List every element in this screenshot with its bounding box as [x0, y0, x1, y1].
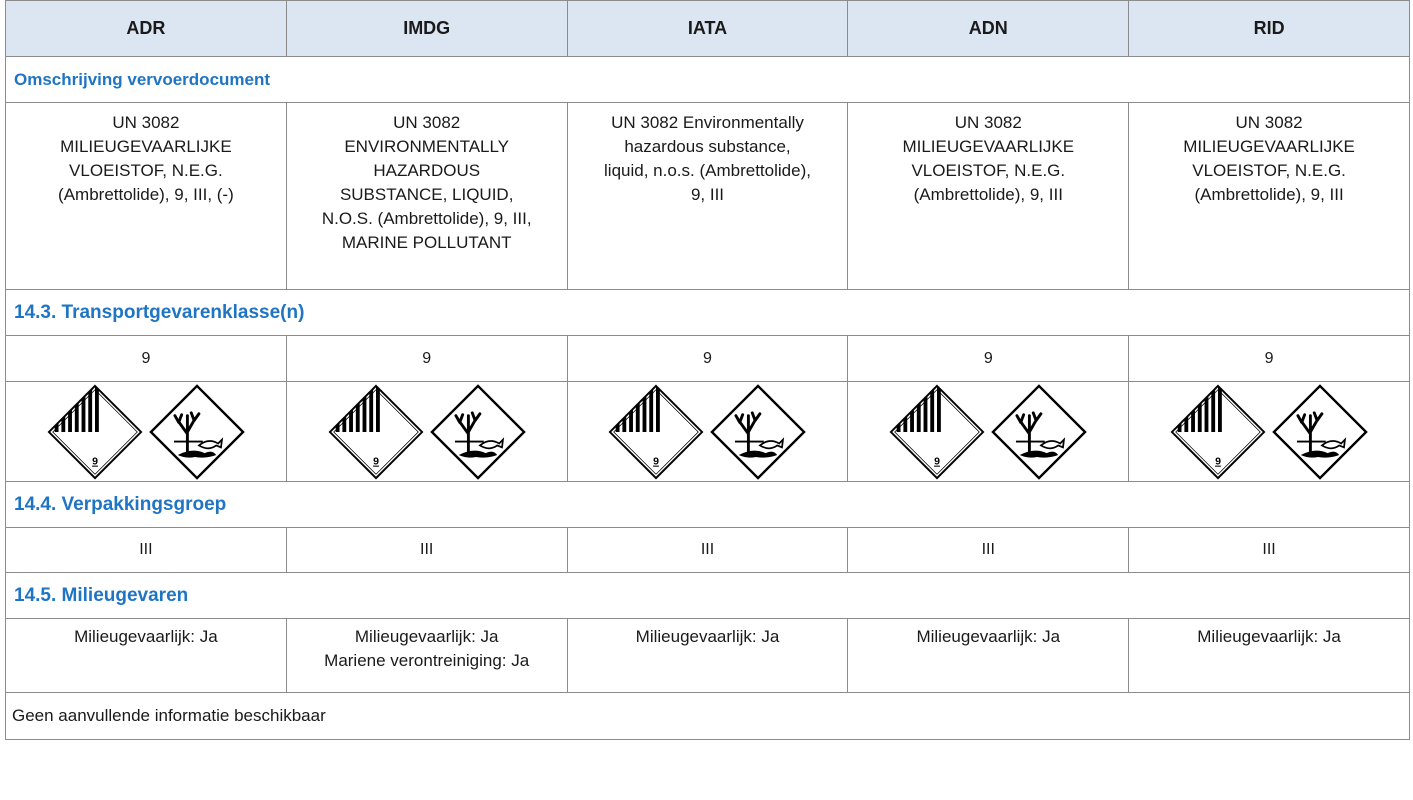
column-header-adr: ADR	[5, 0, 287, 57]
description-cell-iata: UN 3082 Environmentally hazardous substa…	[566, 102, 849, 290]
env-hazard-line: Milieugevaarlijk: Ja	[74, 627, 218, 646]
pictogram-cell-adr: 9	[5, 381, 287, 482]
class-9-miscellaneous-icon: 9	[1170, 384, 1266, 479]
footer-note: Geen aanvullende informatie beschikbaar	[5, 692, 1410, 740]
description-cell-adn: UN 3082 MILIEUGEVAARLIJKE VLOEISTOF, N.E…	[847, 102, 1130, 290]
class-cell-rid: 9	[1128, 335, 1410, 382]
description-line: VLOEISTOF, N.E.G.	[69, 161, 223, 180]
description-line: UN 3082	[112, 113, 180, 132]
description-cell-imdg: UN 3082 ENVIRONMENTALLY HAZARDOUS SUBSTA…	[285, 102, 568, 290]
description-line: N.O.S. (Ambrettolide), 9, III,	[321, 209, 532, 228]
description-line: liquid, n.o.s. (Ambrettolide),	[604, 161, 811, 180]
section-row-environment: 14.5. Milieugevaren	[5, 572, 1410, 619]
class-number-label: 9	[1215, 455, 1221, 467]
class-number-label: 9	[934, 455, 940, 467]
column-header-imdg: IMDG	[285, 0, 568, 57]
class-9-miscellaneous-icon: 9	[889, 384, 985, 479]
class-cell-iata: 9	[566, 335, 849, 382]
packing-group-row: III III III III III	[5, 527, 1410, 573]
description-cell-rid: UN 3082 MILIEUGEVAARLIJKE VLOEISTOF, N.E…	[1128, 102, 1410, 290]
env-hazard-cell-rid: Milieugevaarlijk: Ja	[1128, 618, 1410, 693]
description-line: ENVIRONMENTALLY	[344, 137, 510, 156]
footer-note-row: Geen aanvullende informatie beschikbaar	[5, 692, 1410, 740]
class-number-label: 9	[373, 455, 379, 467]
transport-info-table: ADR IMDG IATA ADN RID Omschrijving vervo…	[5, 0, 1410, 740]
class-row: 9 9 9 9 9	[5, 335, 1410, 382]
header-row: ADR IMDG IATA ADN RID	[5, 0, 1410, 57]
description-line: (Ambrettolide), 9, III	[913, 185, 1063, 204]
description-line: HAZARDOUS	[373, 161, 481, 180]
description-line: UN 3082 Environmentally	[611, 113, 804, 132]
env-hazard-line: Milieugevaarlijk: Ja	[354, 627, 499, 646]
packing-group-cell-adr: III	[5, 527, 287, 573]
class-9-miscellaneous-icon: 9	[609, 384, 704, 479]
environmental-hazard-icon	[429, 383, 526, 480]
column-header-adn: ADN	[847, 0, 1130, 57]
environmental-hazard-icon	[710, 383, 807, 480]
description-line: SUBSTANCE, LIQUID,	[339, 185, 514, 204]
description-line: (Ambrettolide), 9, III	[1194, 185, 1344, 204]
env-hazard-cell-imdg: Milieugevaarlijk: Ja Mariene verontreini…	[285, 618, 568, 693]
environmental-hazard-icon	[1272, 383, 1368, 480]
env-hazard-row: Milieugevaarlijk: Ja Milieugevaarlijk: J…	[5, 618, 1410, 693]
env-hazard-cell-adr: Milieugevaarlijk: Ja	[5, 618, 287, 693]
description-line: VLOEISTOF, N.E.G.	[911, 161, 1066, 180]
class-cell-adr: 9	[5, 335, 287, 382]
description-line: MILIEUGEVAARLIJKE	[60, 137, 232, 156]
description-line: MILIEUGEVAARLIJKE	[1183, 137, 1355, 156]
section-title-description: Omschrijving vervoerdocument	[5, 56, 1410, 103]
pictogram-cell-iata: 9	[566, 381, 849, 482]
description-row: UN 3082 MILIEUGEVAARLIJKE VLOEISTOF, N.E…	[5, 102, 1410, 290]
packing-group-cell-imdg: III	[285, 527, 568, 573]
description-line: UN 3082	[393, 113, 461, 132]
section-row-class: 14.3. Transportgevarenklasse(n)	[5, 289, 1410, 336]
pictogram-cell-adn: 9	[847, 381, 1130, 482]
section-title-packing: 14.4. Verpakkingsgroep	[5, 481, 1410, 528]
description-line: UN 3082	[1235, 113, 1303, 132]
packing-group-cell-iata: III	[566, 527, 849, 573]
pictogram-row: 9 9 9 9 9	[5, 381, 1410, 482]
environmental-hazard-icon	[149, 383, 245, 480]
class-cell-imdg: 9	[285, 335, 568, 382]
class-number-label: 9	[654, 455, 660, 467]
description-line: 9, III	[690, 185, 725, 204]
class-9-miscellaneous-icon: 9	[328, 384, 424, 479]
packing-group-cell-rid: III	[1128, 527, 1410, 573]
class-cell-adn: 9	[847, 335, 1130, 382]
env-hazard-cell-adn: Milieugevaarlijk: Ja	[847, 618, 1130, 693]
env-hazard-cell-iata: Milieugevaarlijk: Ja	[566, 618, 849, 693]
description-line: hazardous substance,	[624, 137, 791, 156]
env-hazard-line: Mariene verontreiniging: Ja	[324, 651, 530, 670]
environmental-hazard-icon	[991, 383, 1088, 480]
section-title-environment: 14.5. Milieugevaren	[5, 572, 1410, 619]
description-line: UN 3082	[954, 113, 1022, 132]
section-row-description: Omschrijving vervoerdocument	[5, 56, 1410, 103]
class-number-label: 9	[92, 455, 98, 467]
description-cell-adr: UN 3082 MILIEUGEVAARLIJKE VLOEISTOF, N.E…	[5, 102, 287, 290]
env-hazard-line: Milieugevaarlijk: Ja	[916, 627, 1061, 646]
env-hazard-line: Milieugevaarlijk: Ja	[635, 627, 780, 646]
description-line: MILIEUGEVAARLIJKE	[902, 137, 1075, 156]
column-header-rid: RID	[1128, 0, 1410, 57]
section-row-packing: 14.4. Verpakkingsgroep	[5, 481, 1410, 528]
env-hazard-line: Milieugevaarlijk: Ja	[1197, 627, 1341, 646]
class-9-miscellaneous-icon: 9	[47, 384, 143, 479]
section-title-class: 14.3. Transportgevarenklasse(n)	[5, 289, 1410, 336]
description-line: MARINE POLLUTANT	[341, 233, 512, 252]
description-line: VLOEISTOF, N.E.G.	[1192, 161, 1346, 180]
column-header-iata: IATA	[566, 0, 849, 57]
pictogram-cell-imdg: 9	[285, 381, 568, 482]
packing-group-cell-adn: III	[847, 527, 1130, 573]
pictogram-cell-rid: 9	[1128, 381, 1410, 482]
description-line: (Ambrettolide), 9, III, (-)	[58, 185, 234, 204]
